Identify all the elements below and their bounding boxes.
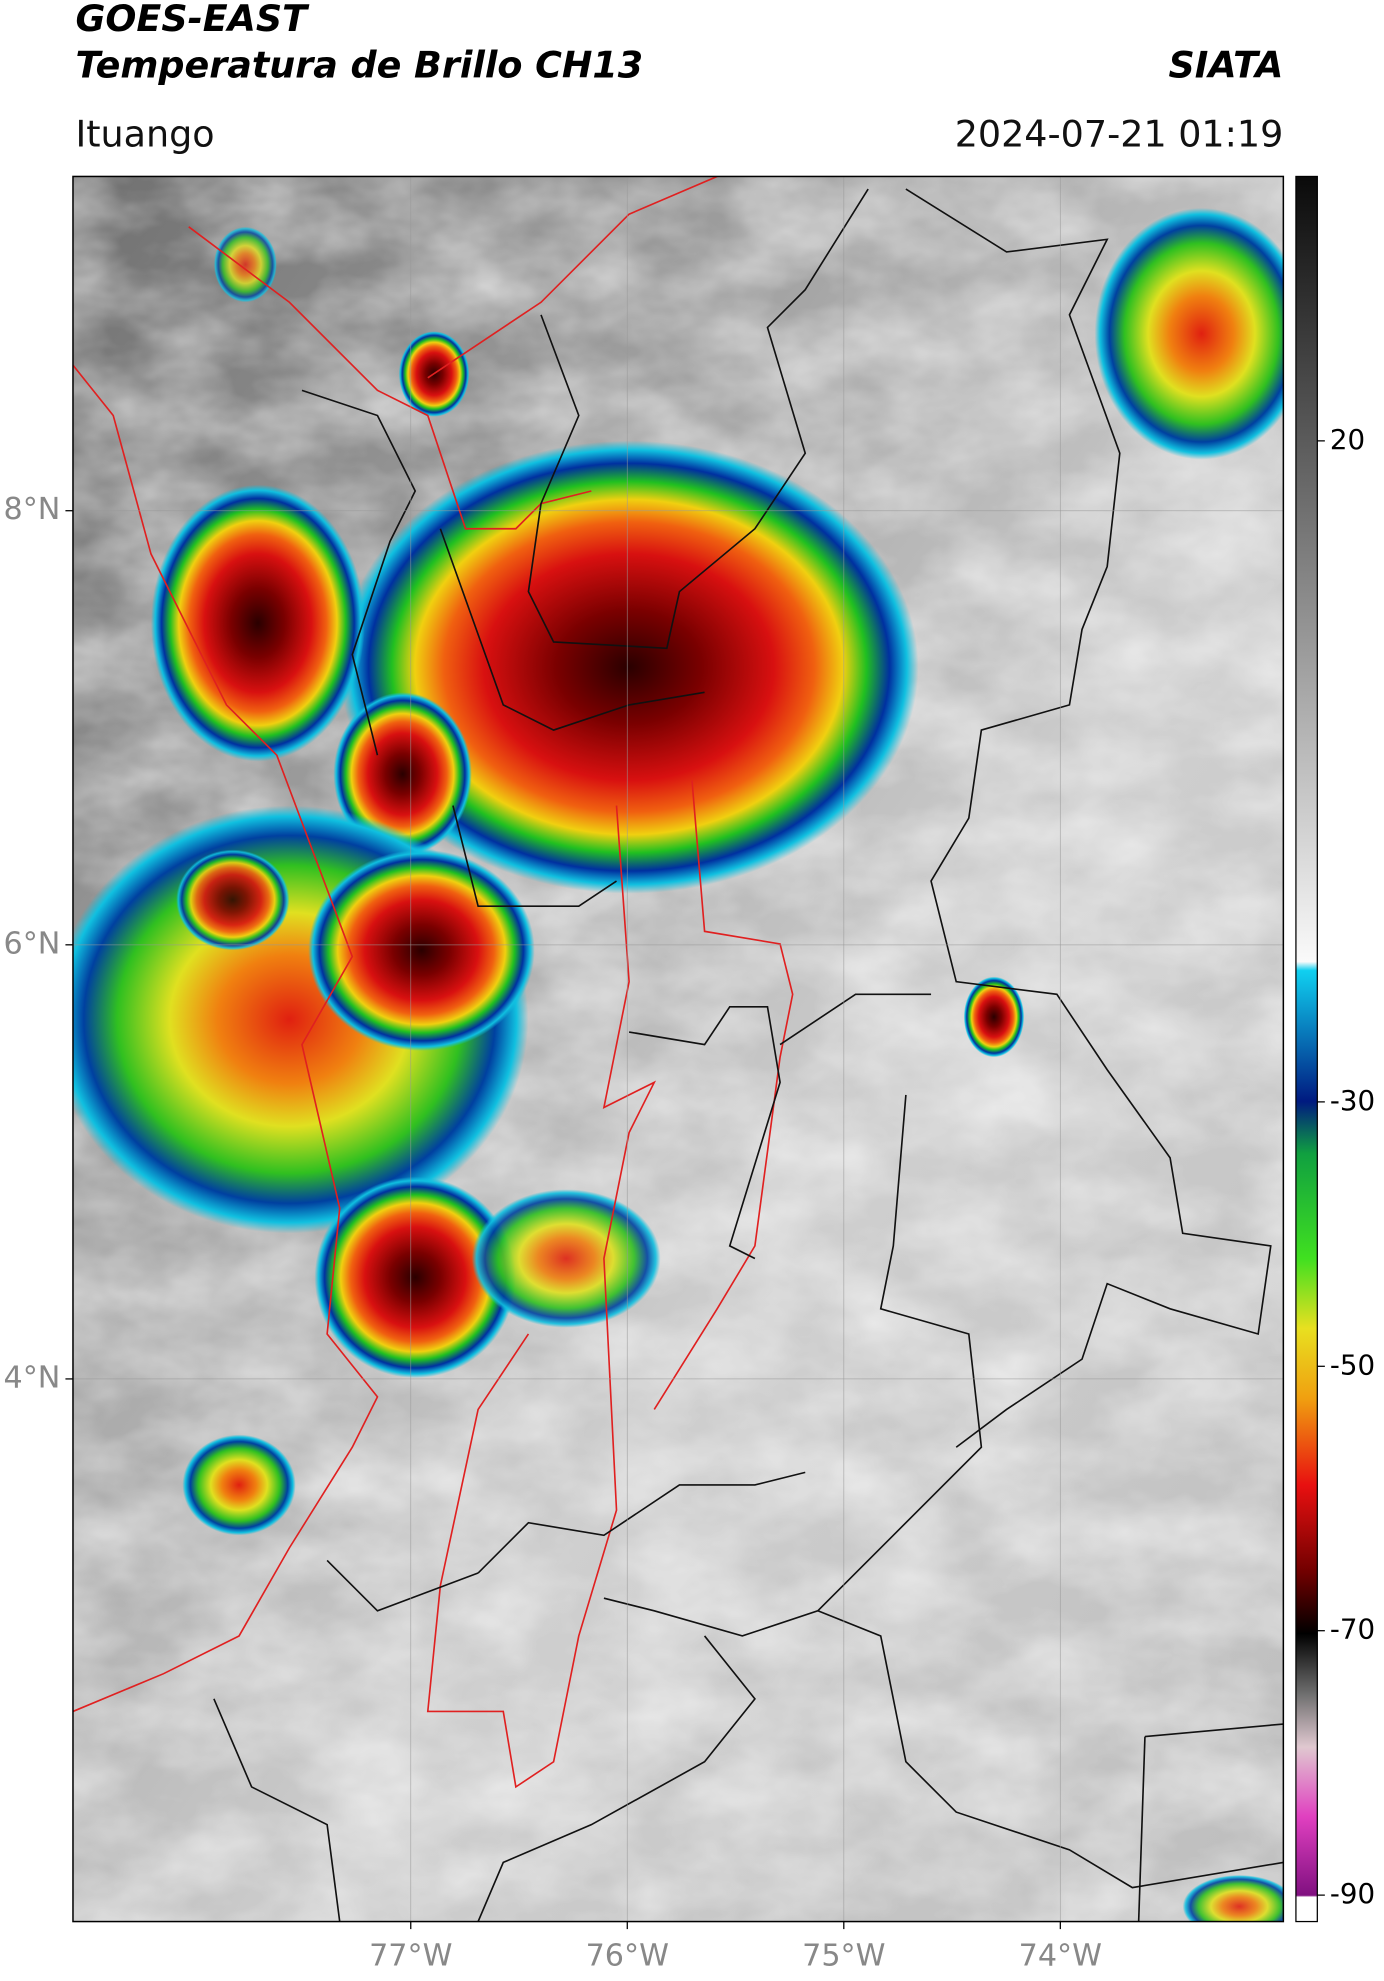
colorbar-tick-label: -30 bbox=[1330, 1084, 1375, 1117]
colorbar-tick-label: -90 bbox=[1330, 1877, 1375, 1910]
x-tick-label: 75°W bbox=[802, 1938, 885, 1973]
map-frame bbox=[72, 175, 1285, 1923]
x-tick-label: 76°W bbox=[586, 1938, 669, 1973]
colorbar-tick-label: 20 bbox=[1330, 423, 1365, 456]
y-tick-label: 6°N bbox=[4, 926, 61, 961]
subtitle: Temperatura de Brillo CH13 bbox=[75, 43, 643, 86]
brand: SIATA bbox=[1169, 43, 1284, 86]
y-tick-label: 8°N bbox=[4, 492, 61, 527]
x-tick-label: 74°W bbox=[1019, 1938, 1102, 1973]
title: GOES-EAST bbox=[75, 0, 310, 40]
colorbar-tick-label: -70 bbox=[1330, 1613, 1375, 1646]
graticule bbox=[72, 176, 1284, 1922]
datetime: 2024-07-21 01:19 bbox=[955, 113, 1284, 156]
location: Ituango bbox=[75, 113, 214, 156]
x-tick-label: 77°W bbox=[369, 1938, 452, 1973]
colorbar-tick-label: -50 bbox=[1330, 1348, 1375, 1381]
colorbar bbox=[1295, 175, 1318, 1923]
satellite-image bbox=[72, 176, 1284, 1922]
y-tick-label: 4°N bbox=[4, 1360, 61, 1395]
